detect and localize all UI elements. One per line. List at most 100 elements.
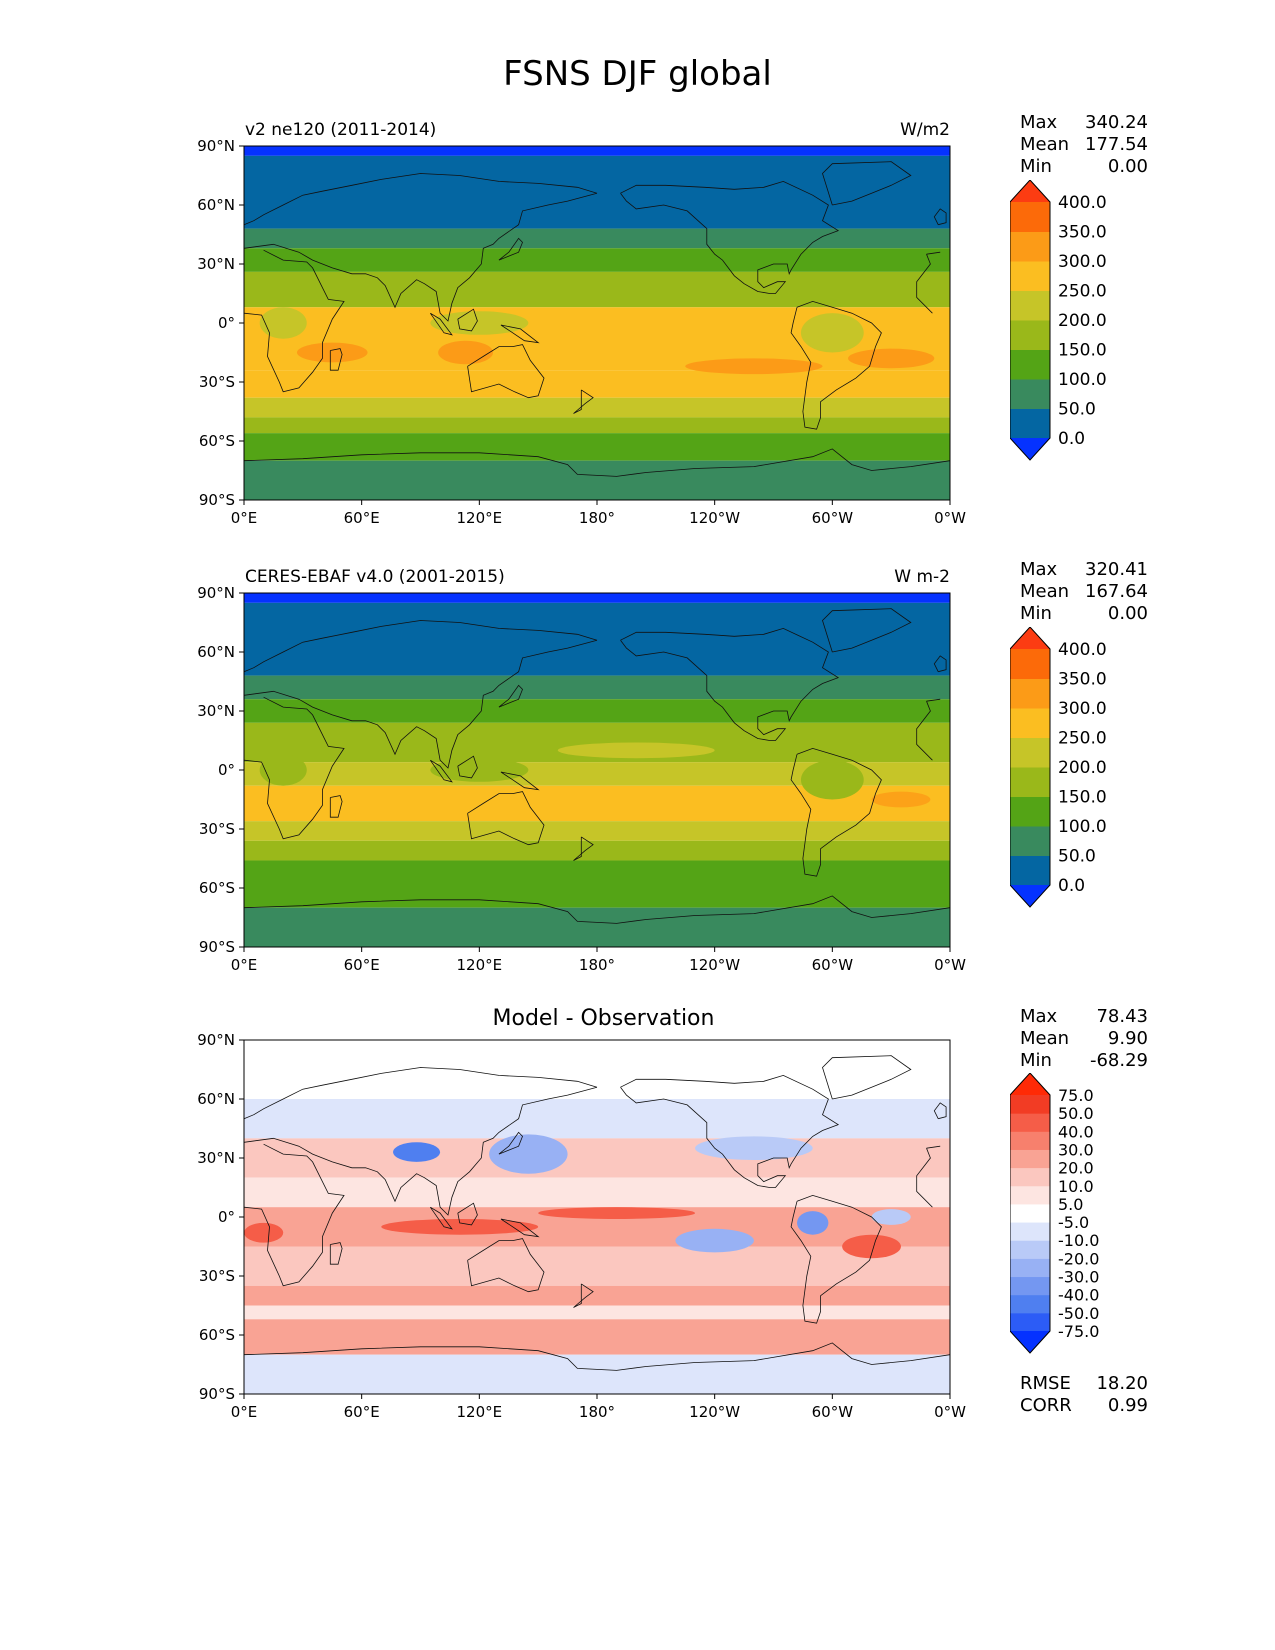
mean-label: Mean [1020, 134, 1070, 155]
colorbar-swatch [1010, 1222, 1050, 1241]
coastline-5-0 [500, 324, 540, 344]
coastline-12-0 [822, 608, 912, 653]
x-tick-label: 120°E [457, 956, 503, 974]
x-tick-label: 60°W [812, 509, 854, 527]
x-tick-label: 0°W [934, 509, 966, 527]
field-patch-1 [438, 340, 494, 365]
colorbar-swatch [1010, 408, 1050, 439]
field-patch-5 [538, 1207, 696, 1219]
corr-label: CORR [1020, 1395, 1072, 1416]
field-band-7 [244, 821, 950, 841]
coastline-13-0 [243, 448, 951, 477]
mean-label: Mean [1020, 581, 1070, 602]
colorbar-swatch [1010, 1095, 1050, 1114]
colorbar-level-label: 200.0 [1058, 758, 1107, 778]
colorbar-swatch [1010, 349, 1050, 380]
y-tick-label: 30°S [199, 820, 235, 838]
y-tick-label: 30°N [197, 1149, 235, 1167]
figure-title: FSNS DJF global [503, 54, 772, 94]
coastline-14-0 [933, 208, 947, 226]
x-tick-label: 180° [579, 509, 615, 527]
colorbar-level-label: 20.0 [1058, 1159, 1094, 1178]
field-patch-0 [296, 342, 368, 363]
max-value: 78.43 [1096, 1006, 1148, 1027]
colorbar-level-label: -30.0 [1058, 1268, 1099, 1287]
coastline-8-0 [498, 684, 523, 708]
panel-1-map: 0°E 60°E 120°E 180° 120°W 60°W 0°W 90°N 60°N 30°N… [197, 137, 966, 527]
coastline-9-0 [573, 836, 594, 861]
coastline-7-0 [429, 1206, 453, 1230]
coastline-11-0 [790, 300, 882, 430]
colorbar-level-label: 250.0 [1058, 282, 1107, 302]
coastline-14-0 [933, 1102, 947, 1120]
coastline-13-0 [243, 895, 951, 924]
colorbar-swatch [1010, 1294, 1050, 1314]
field-patch-3 [848, 348, 935, 369]
coastline-0-0 [243, 1067, 598, 1120]
min-value: 0.00 [1107, 156, 1148, 177]
coastline-5-0 [500, 1218, 540, 1238]
colorbar-extend-max [1010, 1073, 1050, 1095]
field-patch-1 [489, 1134, 568, 1174]
mean-value: 167.64 [1085, 581, 1148, 602]
colorbar-level-label: 200.0 [1058, 311, 1107, 331]
x-tick-label: 0°W [934, 956, 966, 974]
colorbar-level-label: 50.0 [1058, 400, 1096, 420]
coastline-4-0 [467, 344, 545, 399]
colorbar-swatch [1010, 737, 1050, 768]
colorbar-swatch [1010, 1167, 1050, 1187]
y-tick-label: 60°S [199, 879, 235, 897]
panel-2-map: 0°E 60°E 120°E 180° 120°W 60°W 0°W 90°N 60°N 30°N… [197, 584, 966, 974]
colorbar-swatch [1010, 649, 1050, 679]
y-tick-label: 30°N [197, 255, 235, 273]
colorbar-level-label: 250.0 [1058, 729, 1107, 749]
coastline-2-0 [926, 251, 941, 255]
y-tick-label: 60°N [197, 1090, 235, 1108]
x-tick-label: 0°E [231, 956, 258, 974]
y-tick-label: 90°N [197, 584, 235, 602]
coastline-11-0 [790, 1194, 882, 1324]
field-band-6 [244, 1285, 950, 1306]
colorbar-swatch [1010, 826, 1050, 856]
coastline-1-0 [243, 639, 598, 769]
x-tick-label: 60°W [812, 1403, 854, 1421]
colorbar-swatch [1010, 796, 1050, 827]
field-band-1 [244, 1099, 950, 1139]
y-tick-label: 60°N [197, 643, 235, 661]
y-tick-label: 90°S [199, 491, 235, 509]
field-patch-9 [695, 1136, 813, 1160]
colorbar-level-label: 100.0 [1058, 817, 1107, 837]
field-band-5 [244, 1246, 950, 1286]
coastline-3-0 [329, 348, 343, 371]
colorbar-level-label: -20.0 [1058, 1249, 1099, 1268]
coastline-2-0 [926, 698, 941, 702]
field-band-4 [244, 271, 950, 308]
panel-1-stats: Max 340.24 Mean 177.54 Min 0.00 [1020, 112, 1148, 178]
field-band-1 [244, 602, 950, 676]
colorbar-level-label: -5.0 [1058, 1213, 1089, 1232]
y-tick-label: 90°S [199, 1385, 235, 1403]
field-band-1 [244, 155, 950, 229]
colorbar-level-label: -10.0 [1058, 1231, 1099, 1250]
min-label: Min [1020, 603, 1052, 624]
y-tick-label: 60°N [197, 196, 235, 214]
colorbar-level-label: 400.0 [1058, 193, 1107, 213]
coastline-9-0 [573, 389, 594, 414]
field-band-7 [244, 397, 950, 418]
x-tick-label: 180° [579, 956, 615, 974]
panel-3-colorbar: -75.0-50.0-40.0-30.0-20.0-10.0-5.05.010.… [1010, 1073, 1099, 1354]
field-band-2 [244, 675, 950, 700]
field-patch-4 [381, 1218, 539, 1235]
x-tick-label: 120°W [689, 1403, 740, 1421]
coastline-6-0 [457, 308, 478, 332]
panel-3-skill-stats: RMSE 18.20 CORR 0.99 [1020, 1373, 1148, 1417]
field-band-7 [244, 1305, 950, 1320]
colorbar-extend-min [1010, 438, 1050, 460]
colorbar-swatch [1010, 1258, 1050, 1278]
colorbar-level-label: -75.0 [1058, 1322, 1099, 1341]
max-label: Max [1020, 1006, 1058, 1027]
field-band-2 [244, 228, 950, 249]
coastline-11-0 [790, 747, 882, 877]
coastline-1-0 [243, 1086, 598, 1216]
colorbar-swatch [1010, 1185, 1050, 1205]
